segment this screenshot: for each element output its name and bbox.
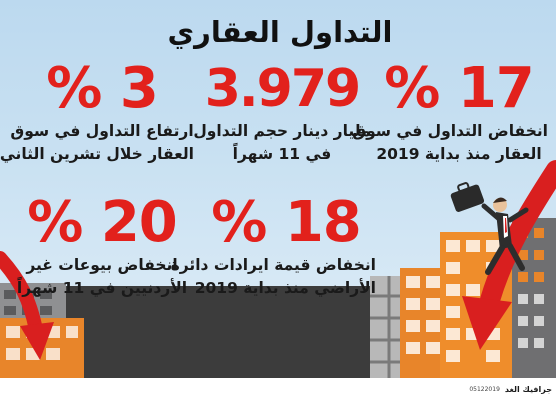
stat-desc-line2: العقار منذ بداية 2019 xyxy=(376,145,542,163)
stat-desc-line2: الأراضي منذ بداية 2019 xyxy=(194,279,376,297)
stat-number: 17 % xyxy=(384,56,535,121)
right-building-grey-icon xyxy=(512,218,556,380)
stat-desc-line2: في 11 شهراً xyxy=(232,145,332,163)
stat-number: 3.979 xyxy=(204,59,361,119)
credit-name: جرافيك الغد xyxy=(504,384,552,394)
credit-date: 05122019 xyxy=(469,385,500,393)
graphic-credit: جرافيك الغد 05122019 xyxy=(464,381,552,397)
stat-desc-line1: انخفاض التداول في سوق xyxy=(352,122,548,140)
stat-trading-volume: 3.979 مليار دينار حجم التداول في 11 شهرا… xyxy=(192,58,372,166)
falling-businessman-icon xyxy=(450,182,529,275)
stat-desc-line1: انخفاض بيوعات غير xyxy=(26,256,178,274)
right-falling-arrow-icon xyxy=(462,160,556,350)
footer-bar xyxy=(0,378,556,400)
stat-number: 18 % xyxy=(211,190,362,255)
briefcase-icon xyxy=(450,182,485,212)
stat-desc-line1: انخفاض قيمة ايرادات دائرة xyxy=(170,256,376,274)
stat-desc-line1: مليار دينار حجم التداول xyxy=(193,122,371,140)
stat-trading-rise-november: 3 % ارتفاع التداول في سوق العقار خلال تش… xyxy=(0,56,194,166)
stat-desc-line1: ارتفاع التداول في سوق xyxy=(10,122,194,140)
stat-desc-line2: الأردنيين في 11 شهراً xyxy=(16,279,188,297)
stat-number: 3 % xyxy=(46,56,159,121)
stat-desc-line2: العقار خلال تشرين الثاني xyxy=(0,145,194,163)
page-title: التداول العقاري xyxy=(167,15,393,49)
stat-number: 20 % xyxy=(27,190,178,255)
left-falling-arrow-icon xyxy=(0,251,54,360)
stat-land-revenue-decline: 18 % انخفاض قيمة ايرادات دائرة الأراضي م… xyxy=(170,190,376,300)
stat-non-jordanian-sales-decline: 20 % انخفاض بيوعات غير الأردنيين في 11 ش… xyxy=(10,192,194,300)
stat-trading-decline: 17 % انخفاض التداول في سوق العقار منذ بد… xyxy=(352,56,548,166)
